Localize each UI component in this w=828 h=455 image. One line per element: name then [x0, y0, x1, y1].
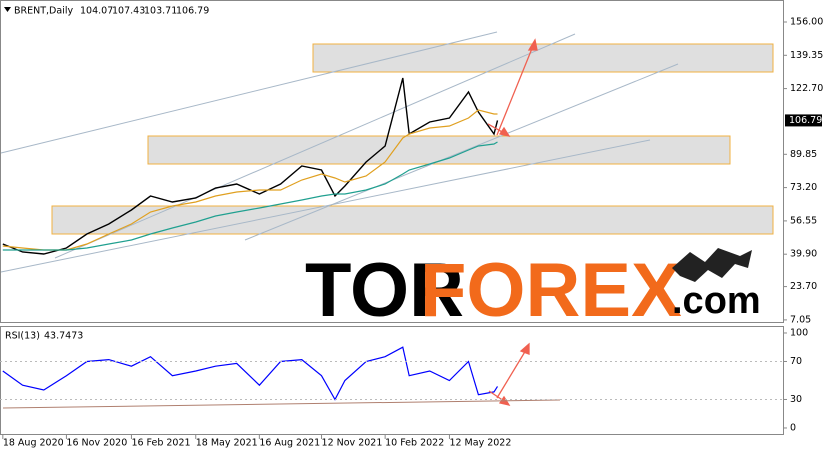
- bull-bear-icon: [672, 248, 752, 282]
- y-tick-label: 39.90: [790, 249, 817, 260]
- y-tick-label: 30: [790, 394, 802, 405]
- rsi-title: RSI(13): [5, 331, 40, 342]
- rsi-value: 43.7473: [44, 331, 83, 342]
- price-zone: [147, 135, 731, 165]
- price-zone: [51, 205, 774, 235]
- collapse-icon: [4, 7, 11, 12]
- y-tick-label: 100: [790, 327, 808, 338]
- y-tick-label: 56.55: [790, 215, 817, 226]
- forecast-arrows: [487, 38, 538, 406]
- x-tick-label: 12 Nov 2021: [322, 438, 383, 449]
- x-tick-label: 12 May 2022: [449, 438, 511, 449]
- x-tick-label: 16 Aug 2021: [259, 438, 320, 449]
- x-tick-label: 10 Feb 2022: [385, 438, 444, 449]
- x-tick-label: 18 Aug 2020: [3, 438, 64, 449]
- moving-average: [2, 109, 498, 251]
- current-price-box: [785, 114, 822, 127]
- y-tick-label: 0: [790, 422, 796, 433]
- y-tick-label: 70: [790, 356, 802, 367]
- symbol-title: BRENT,Daily: [14, 6, 73, 17]
- watermark-com: .com: [672, 280, 761, 322]
- x-tick-label: 18 May 2021: [196, 438, 258, 449]
- x-tick-label: 16 Feb 2021: [131, 438, 190, 449]
- high-value: 107.43: [112, 6, 145, 17]
- rsi-line: [2, 346, 499, 401]
- rsi-trendline: [2, 399, 561, 409]
- price-line: [2, 77, 499, 255]
- trendlines: [0, 31, 679, 273]
- y-tick-label: 7.05: [790, 314, 811, 325]
- y-tick-label: 156.00: [790, 17, 823, 28]
- current-price-label: 106.79: [789, 115, 822, 126]
- close-value: 106.79: [176, 6, 209, 17]
- moving-average: [2, 141, 498, 251]
- y-tick-label: 122.70: [790, 83, 823, 94]
- rsi-panel: [0, 326, 784, 435]
- watermark-forex: FOREX: [420, 248, 682, 333]
- open-value: 104.07: [80, 6, 113, 17]
- watermark-tor: TOR: [305, 248, 464, 333]
- y-tick-label: 89.85: [790, 149, 817, 160]
- watermark: TOR FOREX .com: [305, 248, 761, 333]
- y-tick-label: 23.70: [790, 281, 817, 292]
- low-value: 103.71: [144, 6, 177, 17]
- y-tick-label: 139.35: [790, 50, 823, 61]
- x-tick-label: 16 Nov 2020: [66, 438, 127, 449]
- y-tick-label: 73.20: [790, 182, 817, 193]
